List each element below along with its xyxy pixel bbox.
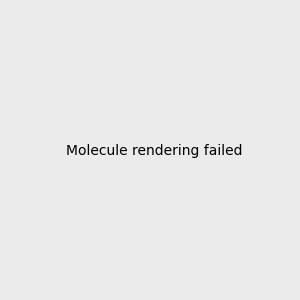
Text: Molecule rendering failed: Molecule rendering failed (65, 145, 242, 158)
